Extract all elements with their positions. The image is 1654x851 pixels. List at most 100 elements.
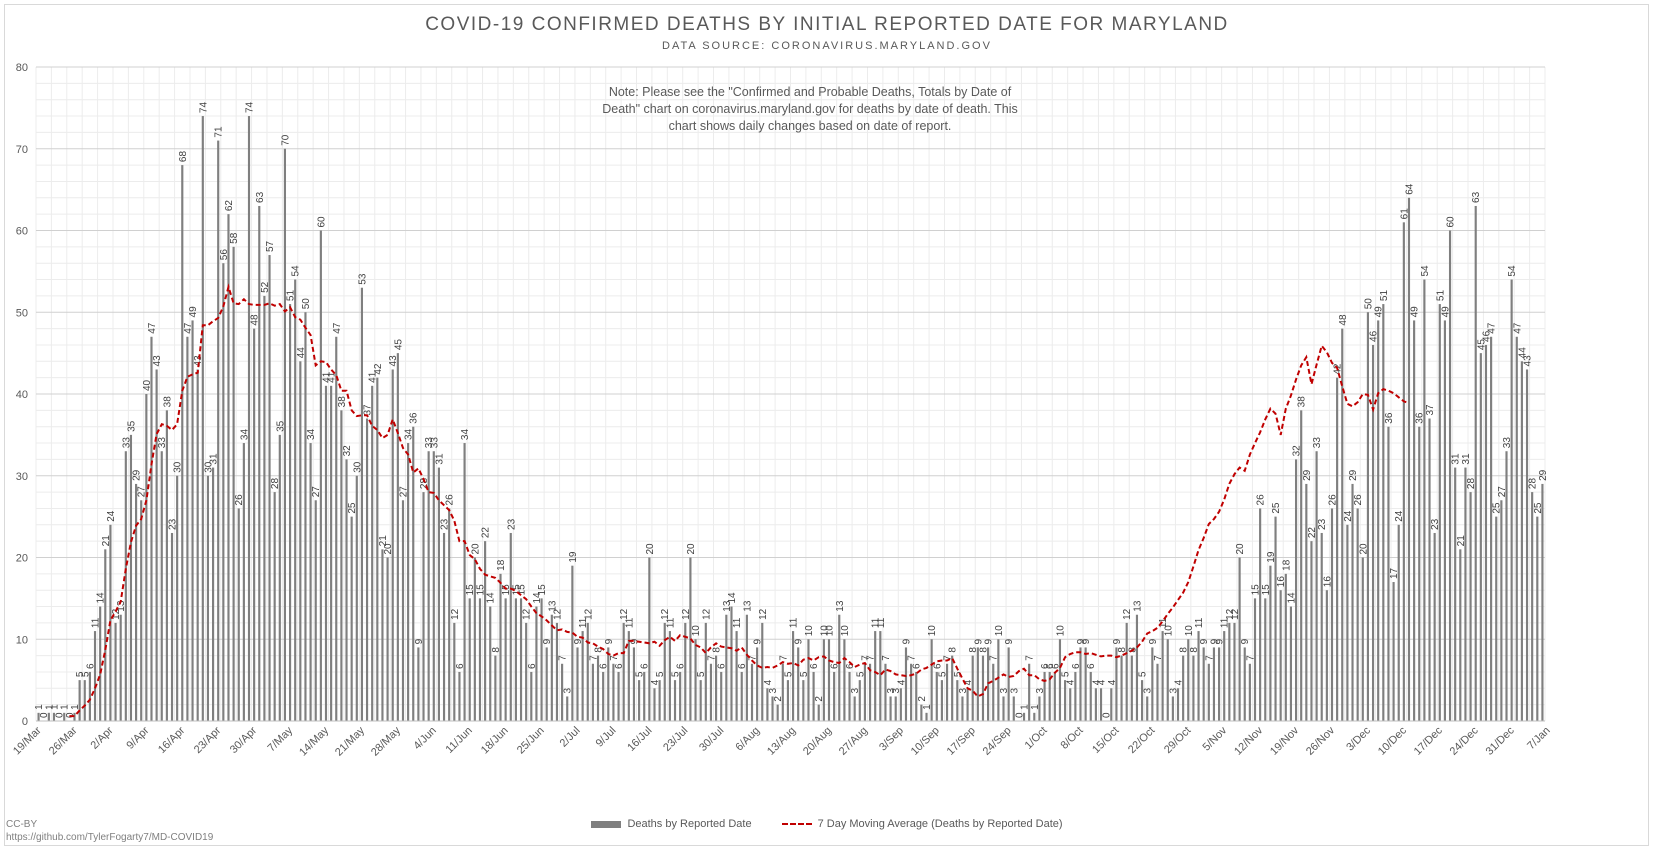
bar-value-label: 7: [1245, 655, 1256, 661]
bar-value-label: 44: [296, 347, 307, 359]
bar-value-label: 3: [958, 687, 969, 693]
bar: [530, 671, 533, 721]
bar: [766, 688, 769, 721]
x-tick-label: 11/Jun: [444, 725, 475, 756]
bar-value-label: 7: [1153, 655, 1164, 661]
bar: [401, 500, 405, 721]
bar-value-label: 49: [188, 306, 199, 318]
bar: [176, 475, 179, 721]
bar: [1341, 328, 1344, 721]
bar: [981, 655, 985, 721]
bar-value-label: 7: [1204, 655, 1215, 661]
bar-value-label: 14: [532, 592, 543, 604]
bar: [1459, 549, 1462, 721]
x-tick-label: 22/Oct: [1126, 725, 1157, 756]
x-tick-label: 10/Dec: [1376, 724, 1409, 757]
bar-value-label: 63: [255, 191, 266, 203]
bar: [211, 467, 215, 721]
bar: [807, 639, 810, 721]
bar: [858, 680, 861, 721]
bar-value-label: 11: [578, 617, 589, 628]
bar-value-label: 27: [398, 486, 409, 498]
bar-value-label: 30: [352, 461, 363, 473]
bar: [170, 532, 174, 721]
bar-value-label: 16: [1276, 576, 1287, 588]
bar: [304, 312, 307, 721]
bar: [1069, 688, 1072, 721]
bar: [1274, 516, 1277, 721]
bar-value-label: 47: [183, 322, 194, 334]
bar-value-label: 49: [1374, 306, 1385, 318]
bar: [945, 663, 949, 721]
bar: [432, 451, 435, 721]
legend-label-bars: Deaths by Reported Date: [627, 818, 752, 830]
bar: [612, 663, 615, 721]
bar: [191, 320, 194, 721]
bar-value-label: 12: [583, 608, 594, 620]
bar: [709, 663, 713, 721]
bar-value-label: 12: [111, 608, 122, 620]
x-tick-label: 16/Jul: [625, 725, 654, 754]
x-tick-label: 7/Jan: [1525, 725, 1553, 753]
x-tick-label: 14/May: [297, 724, 331, 758]
bar-value-label: 28: [419, 478, 430, 490]
bar-value-label: 13: [1132, 600, 1143, 612]
bar-value-label: 5: [655, 671, 666, 677]
bar: [294, 279, 297, 721]
bar: [889, 696, 892, 721]
bar: [525, 622, 528, 721]
bar-value-label: 15: [475, 584, 486, 596]
bar: [463, 443, 466, 721]
bar-value-label: 10: [1184, 625, 1195, 637]
bar: [1151, 647, 1154, 721]
bar-value-label: 6: [614, 663, 625, 669]
bar-value-label: 32: [1292, 445, 1303, 457]
bar-value-label: 23: [1317, 518, 1328, 530]
bar-value-label: 64: [1404, 183, 1415, 195]
bar-value-label: 7: [558, 655, 569, 661]
bar: [448, 508, 451, 721]
bar: [478, 598, 482, 721]
bar: [1182, 655, 1185, 721]
bar-value-label: 53: [357, 273, 368, 285]
bar-value-label: 9: [901, 638, 912, 644]
bar-value-label: 5: [696, 671, 707, 677]
bar-value-label: 20: [470, 543, 481, 555]
x-tick-label: 10/Sep: [909, 725, 942, 758]
bar-value-label: 56: [219, 249, 230, 261]
bar-value-label: 9: [573, 638, 584, 644]
bar: [376, 377, 379, 721]
y-tick-label: 20: [16, 553, 28, 565]
bar: [1048, 671, 1051, 721]
bar-value-label: 29: [1538, 469, 1549, 481]
bar-value-label: 8: [1179, 647, 1190, 653]
chart-subtitle: DATA SOURCE: CORONAVIRUS.MARYLAND.GOV: [662, 40, 992, 52]
bar-value-label: 8: [594, 647, 605, 653]
legend-item-average: 7 Day Moving Average (Deaths by Reported…: [781, 818, 1063, 830]
bar-value-label: 19: [1266, 551, 1277, 563]
x-tick-label: 8/Oct: [1059, 725, 1086, 752]
bar-value-label: 14: [96, 592, 107, 604]
bar: [622, 622, 625, 721]
bar-value-label: 43: [388, 355, 399, 367]
bar-value-label: 5: [937, 671, 948, 677]
bar-value-label: 26: [445, 494, 456, 506]
bar-value-label: 24: [1394, 510, 1405, 522]
credit-url[interactable]: https://github.com/TylerFogarty7/MD-COVI…: [6, 832, 214, 843]
bar-value-label: 15: [537, 584, 548, 596]
bar-value-label: 3: [886, 687, 897, 693]
bar: [1228, 622, 1231, 721]
bar-value-label: 33: [157, 437, 168, 449]
bar-value-label: 11: [1158, 617, 1169, 628]
bar-value-label: 41: [368, 371, 379, 383]
bar: [1089, 671, 1092, 721]
bar: [263, 295, 266, 721]
bar: [1356, 508, 1359, 721]
bar: [704, 622, 707, 721]
bar-value-label: 5: [855, 671, 866, 677]
bar-value-label: 5: [1061, 671, 1072, 677]
bar: [730, 606, 733, 721]
bar: [1074, 671, 1077, 721]
legend-item-bars: Deaths by Reported Date: [591, 818, 752, 830]
